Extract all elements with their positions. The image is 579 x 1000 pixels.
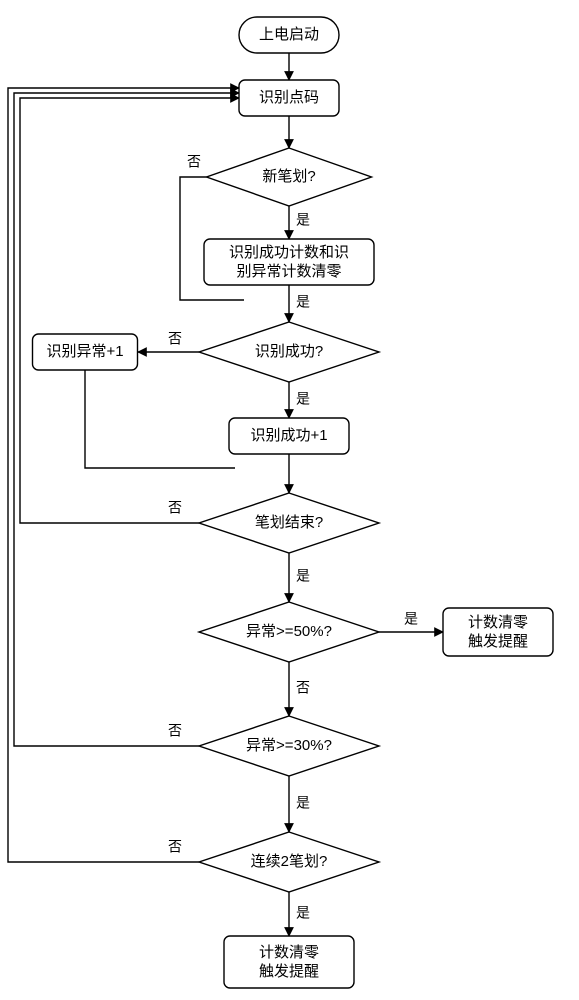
label1-n5: 计数清零 xyxy=(468,614,528,631)
node-d6: 连续2笔划? xyxy=(199,832,379,892)
node-d5: 异常>=30%? xyxy=(199,716,379,776)
label-d4: 异常>=50%? xyxy=(246,623,332,640)
edge-label-e_d3_d4: 是 xyxy=(296,568,310,584)
label-start: 上电启动 xyxy=(259,26,319,43)
label2-n6: 触发提醒 xyxy=(259,963,319,980)
edge-label-e_d4_d5: 否 xyxy=(296,680,310,696)
edge-label-e_d1_no: 否 xyxy=(187,154,201,170)
edge-label-e_d3_no: 否 xyxy=(168,500,182,516)
node-n3: 识别成功+1 xyxy=(229,418,349,454)
label-d5: 异常>=30%? xyxy=(246,737,332,754)
label-d6: 连续2笔划? xyxy=(251,853,328,870)
edge-label-e_n2_d2: 是 xyxy=(296,294,310,310)
node-n4: 识别异常+1 xyxy=(33,334,138,370)
node-d4: 异常>=50%? xyxy=(199,602,379,662)
label1-n2: 识别成功计数和识 xyxy=(229,244,349,261)
node-d1: 新笔划? xyxy=(207,148,372,206)
edge-label-e_d1_n2: 是 xyxy=(296,212,310,228)
node-d2: 识别成功? xyxy=(199,322,379,382)
label-n4: 识别异常+1 xyxy=(46,343,123,360)
edge-e_d5_no xyxy=(14,93,239,746)
label-d3: 笔划结束? xyxy=(255,514,323,531)
node-d3: 笔划结束? xyxy=(199,493,379,553)
edge-label-e_d5_d6: 是 xyxy=(296,795,310,811)
edge-label-e_d6_n6: 是 xyxy=(296,905,310,921)
edge-label-e_d6_no: 否 xyxy=(168,839,182,855)
edge-e_n4_back xyxy=(85,370,235,468)
node-start: 上电启动 xyxy=(239,17,339,53)
edge-e_d3_no xyxy=(20,98,239,523)
label2-n2: 别异常计数清零 xyxy=(236,263,341,280)
label2-n5: 触发提醒 xyxy=(468,633,528,650)
label-n3: 识别成功+1 xyxy=(250,427,327,444)
edge-label-e_d4_n5: 是 xyxy=(404,611,418,627)
node-n5: 计数清零触发提醒 xyxy=(443,608,553,656)
node-n1: 识别点码 xyxy=(239,80,339,116)
edge-label-e_d2_n3: 是 xyxy=(296,391,310,407)
edge-label-e_d2_n4: 否 xyxy=(168,331,182,347)
edge-label-e_d5_no: 否 xyxy=(168,723,182,739)
node-n6: 计数清零触发提醒 xyxy=(224,936,354,988)
label-d2: 识别成功? xyxy=(255,343,323,360)
node-n2: 识别成功计数和识别异常计数清零 xyxy=(204,239,374,285)
label-d1: 新笔划? xyxy=(262,168,315,185)
label-n1: 识别点码 xyxy=(259,89,319,106)
label1-n6: 计数清零 xyxy=(259,944,319,961)
